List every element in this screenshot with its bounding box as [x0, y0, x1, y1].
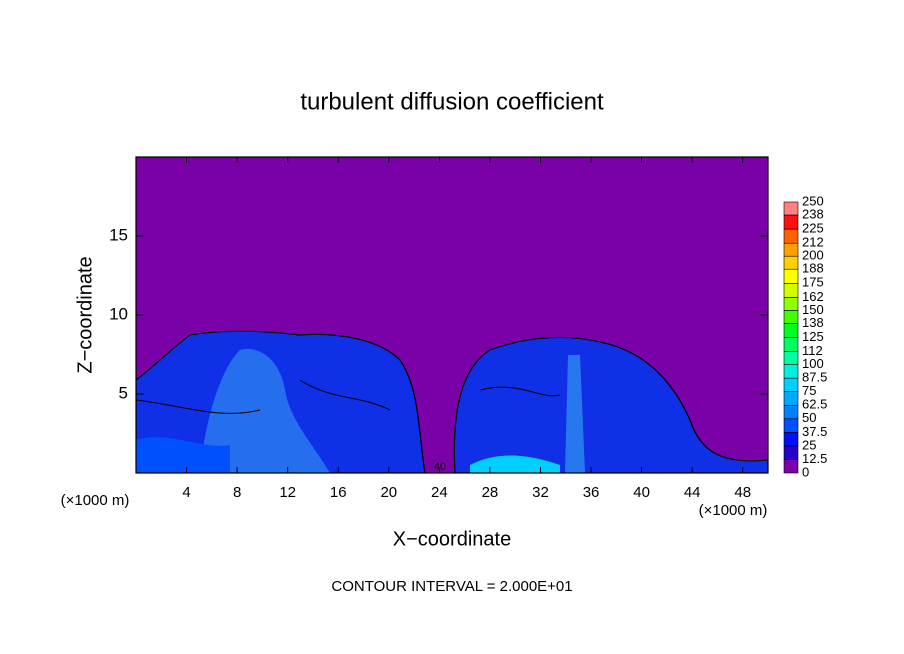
colorbar-band	[783, 242, 799, 257]
colorbar-label: 175	[802, 275, 824, 290]
colorbar-label: 150	[802, 302, 824, 317]
colorbar-band	[783, 201, 799, 216]
y-tick-label: 10	[109, 304, 128, 323]
field-region	[565, 355, 585, 473]
colorbar-band	[783, 364, 799, 379]
colorbar-band	[783, 323, 799, 338]
y-tick-label: 15	[109, 225, 128, 244]
field-region	[470, 455, 560, 473]
colorbar-label: 87.5	[802, 370, 827, 385]
colorbar-label: 162	[802, 289, 824, 304]
colorbar-label: 50	[802, 410, 816, 425]
x-unit-label: (×1000 m)	[61, 492, 130, 509]
x-tick-label: 44	[684, 484, 701, 501]
colorbar-band	[783, 228, 799, 244]
x-tick-label: 48	[734, 484, 751, 501]
x-tick-label: 40	[633, 484, 650, 501]
colorbar-label: 200	[802, 248, 824, 263]
x-tick-label: 36	[583, 484, 600, 501]
colorbar-label: 100	[802, 356, 824, 371]
colorbar-band	[783, 377, 799, 392]
x-unit-label: (×1000 m)	[699, 502, 768, 519]
colorbar-band	[783, 445, 799, 460]
field-region	[453, 336, 768, 473]
colorbar-band	[783, 214, 799, 230]
field-region	[136, 437, 230, 473]
colorbar-band	[783, 391, 799, 406]
colorbar-band	[783, 432, 799, 447]
colorbar-label: 125	[802, 329, 824, 344]
colorbar-band	[783, 310, 799, 324]
colorbar-label: 12.5	[802, 451, 827, 466]
colorbar-label: 250	[802, 193, 824, 208]
colorbar-band	[783, 297, 799, 311]
x-tick-label: 32	[532, 484, 549, 501]
colorbar-band	[783, 337, 799, 352]
x-tick-label: 12	[279, 484, 296, 501]
chart-title: turbulent diffusion coefficient	[300, 88, 604, 115]
colorbar-band	[783, 268, 799, 284]
contour-label: 40	[434, 461, 446, 473]
x-tick-label: 8	[233, 484, 241, 501]
colorbar-band	[783, 351, 799, 365]
colorbar-band	[783, 418, 799, 433]
contour-line	[136, 379, 561, 414]
colorbar-label: 37.5	[802, 424, 827, 439]
colorbar-label: 0	[802, 464, 809, 479]
colorbar-band	[783, 459, 799, 474]
colorbar-label: 238	[802, 206, 824, 221]
y-tick-label: 5	[119, 383, 128, 402]
colorbar-label: 25	[802, 437, 816, 452]
x-axis-label: X−coordinate	[393, 528, 511, 550]
field-region	[200, 349, 330, 473]
colorbar-band	[783, 282, 799, 298]
colorbar-band	[783, 255, 799, 270]
colorbar-label: 62.5	[802, 397, 827, 412]
note: CONTOUR INTERVAL = 2.000E+01	[331, 578, 572, 595]
colorbar-label: 212	[802, 235, 824, 250]
x-tick-label: 16	[330, 484, 347, 501]
x-tick-label: 28	[482, 484, 499, 501]
colorbar-label: 188	[802, 261, 824, 276]
x-tick-label: 24	[431, 484, 448, 501]
y-axis-label: Z−coordinate	[74, 256, 96, 373]
colorbar-band	[783, 404, 799, 420]
x-tick-label: 20	[380, 484, 397, 501]
colorbar-label: 75	[802, 383, 816, 398]
x-tick-label: 4	[182, 484, 190, 501]
colorbar-label: 112	[802, 343, 823, 358]
colorbar-label: 225	[802, 221, 824, 236]
colorbar-label: 138	[802, 315, 824, 330]
field	[136, 330, 768, 473]
